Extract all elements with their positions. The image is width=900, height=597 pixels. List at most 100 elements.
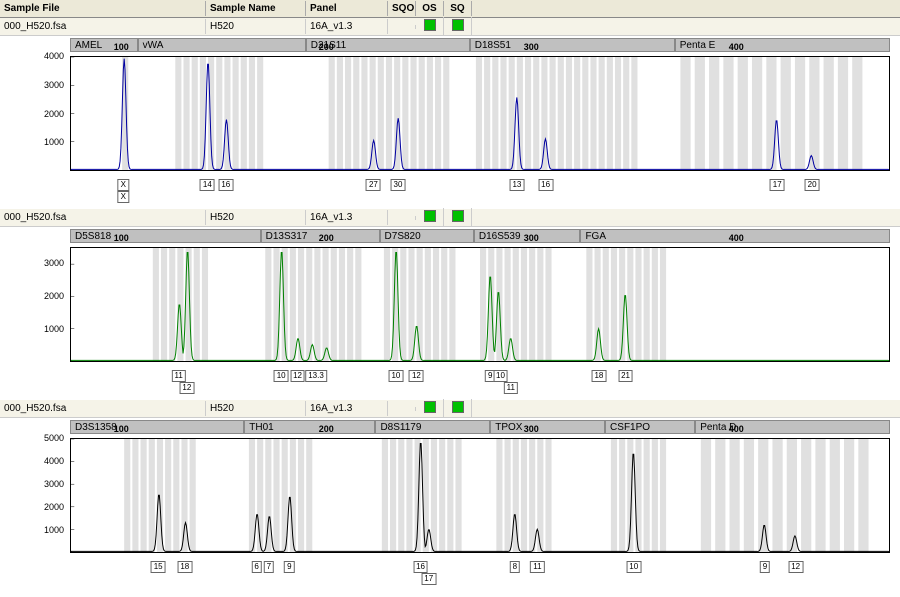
header-spacer xyxy=(472,7,900,11)
allele-bin xyxy=(701,439,711,552)
allele-call[interactable]: 18 xyxy=(591,370,606,382)
allele-call[interactable]: 30 xyxy=(391,179,406,191)
y-tick: 1000 xyxy=(30,525,64,535)
allele-bin xyxy=(306,248,312,361)
sample-info-row[interactable]: 000_H520.fsa H520 16A_v1.3 xyxy=(0,18,900,36)
allele-bin xyxy=(355,248,361,361)
allele-bin xyxy=(635,248,641,361)
column-header-row: Sample File Sample Name Panel SQO OS SQ xyxy=(0,0,900,18)
allele-call[interactable]: 13 xyxy=(509,179,524,191)
allele-call[interactable]: 11 xyxy=(171,370,185,382)
allele-call[interactable]: 27 xyxy=(366,179,381,191)
allele-call[interactable]: 20 xyxy=(805,179,820,191)
allele-bin xyxy=(390,439,396,552)
sq-status xyxy=(444,17,472,36)
electropherogram-chart[interactable]: 1002003004001000200030001112101213.31012… xyxy=(0,245,900,400)
allele-call[interactable]: 16 xyxy=(538,179,553,191)
allele-bin xyxy=(830,439,840,552)
allele-bin xyxy=(386,57,392,170)
allele-call[interactable]: 10 xyxy=(388,370,403,382)
allele-call[interactable]: X xyxy=(118,179,129,191)
allele-call[interactable]: 11 xyxy=(504,382,518,394)
allele-bin xyxy=(439,439,445,552)
allele-call[interactable]: 21 xyxy=(618,370,633,382)
allele-call[interactable]: 16 xyxy=(218,179,233,191)
allele-bin xyxy=(249,57,255,170)
chart-plot-area[interactable] xyxy=(70,247,890,362)
allele-call[interactable]: X xyxy=(118,191,129,203)
chart-plot-area[interactable] xyxy=(70,438,890,553)
allele-bin xyxy=(695,57,705,170)
allele-bin xyxy=(257,439,263,552)
y-tick: 1000 xyxy=(30,324,64,334)
allele-call[interactable]: 16 xyxy=(413,561,428,573)
sample-info-row[interactable]: 000_H520.fsa H520 16A_v1.3 xyxy=(0,400,900,418)
allele-call[interactable]: 12 xyxy=(179,382,194,394)
x-tick: 100 xyxy=(114,424,129,434)
allele-call[interactable]: 12 xyxy=(788,561,803,573)
x-tick: 400 xyxy=(729,233,744,243)
allele-bin xyxy=(410,57,416,170)
allele-call[interactable]: 8 xyxy=(510,561,520,573)
status-ok-icon xyxy=(424,210,436,222)
allele-bin xyxy=(306,439,312,552)
allele-call[interactable]: 15 xyxy=(151,561,166,573)
allele-bin xyxy=(566,57,572,170)
chart-plot-area[interactable] xyxy=(70,56,890,171)
allele-bin xyxy=(347,248,353,361)
allele-call[interactable]: 11 xyxy=(530,561,544,573)
allele-bin xyxy=(190,439,196,552)
allele-call[interactable]: 12 xyxy=(290,370,305,382)
y-tick: 1000 xyxy=(30,137,64,147)
allele-bin xyxy=(611,248,617,361)
electropherogram-chart[interactable]: 1002003004001000200030004000500015186791… xyxy=(0,436,900,591)
allele-bin xyxy=(192,57,198,170)
allele-call[interactable]: 10 xyxy=(274,370,289,382)
allele-call[interactable]: 10 xyxy=(626,561,641,573)
allele-bin xyxy=(525,57,531,170)
header-panel: Panel xyxy=(306,1,388,16)
allele-call[interactable]: 17 xyxy=(421,573,436,585)
status-ok-icon xyxy=(424,19,436,31)
sample-name-cell: H520 xyxy=(206,19,306,34)
allele-call[interactable]: 13.3 xyxy=(305,370,327,382)
allele-bin xyxy=(202,248,208,361)
allele-bin xyxy=(314,248,320,361)
allele-bin xyxy=(441,248,447,361)
electropherogram-chart[interactable]: 1002003004001000200030004000XX1416273013… xyxy=(0,54,900,209)
allele-call-row: 1112101213.31012910111821 xyxy=(70,370,890,398)
allele-bin xyxy=(496,439,502,552)
allele-bin xyxy=(521,439,527,552)
allele-bin xyxy=(492,57,498,170)
allele-bin xyxy=(541,57,547,170)
allele-call[interactable]: 7 xyxy=(264,561,274,573)
status-ok-icon xyxy=(452,19,464,31)
allele-bin xyxy=(175,57,181,170)
allele-call[interactable]: 6 xyxy=(251,561,261,573)
panel-name-cell: 16A_v1.3 xyxy=(306,401,388,416)
allele-call[interactable]: 9 xyxy=(760,561,770,573)
allele-bin xyxy=(449,248,455,361)
allele-call[interactable]: 9 xyxy=(284,561,294,573)
allele-bin xyxy=(132,439,138,552)
allele-bin xyxy=(631,57,637,170)
allele-bin xyxy=(384,248,390,361)
allele-bin xyxy=(378,57,384,170)
allele-bin xyxy=(809,57,819,170)
allele-call[interactable]: 12 xyxy=(409,370,424,382)
allele-bin xyxy=(400,248,406,361)
sample-info-row[interactable]: 000_H520.fsa H520 16A_v1.3 xyxy=(0,209,900,227)
allele-call[interactable]: 10 xyxy=(493,370,508,382)
info-spacer xyxy=(472,216,900,220)
allele-call[interactable]: 18 xyxy=(177,561,192,573)
sample-name-cell: H520 xyxy=(206,210,306,225)
x-tick: 200 xyxy=(319,233,334,243)
allele-bin xyxy=(844,439,854,552)
allele-call[interactable]: 17 xyxy=(770,179,785,191)
allele-bin xyxy=(607,57,613,170)
allele-bin xyxy=(265,248,271,361)
status-ok-icon xyxy=(424,401,436,413)
sample-file-cell: 000_H520.fsa xyxy=(0,19,206,34)
allele-bin xyxy=(194,248,200,361)
allele-call[interactable]: 14 xyxy=(200,179,215,191)
